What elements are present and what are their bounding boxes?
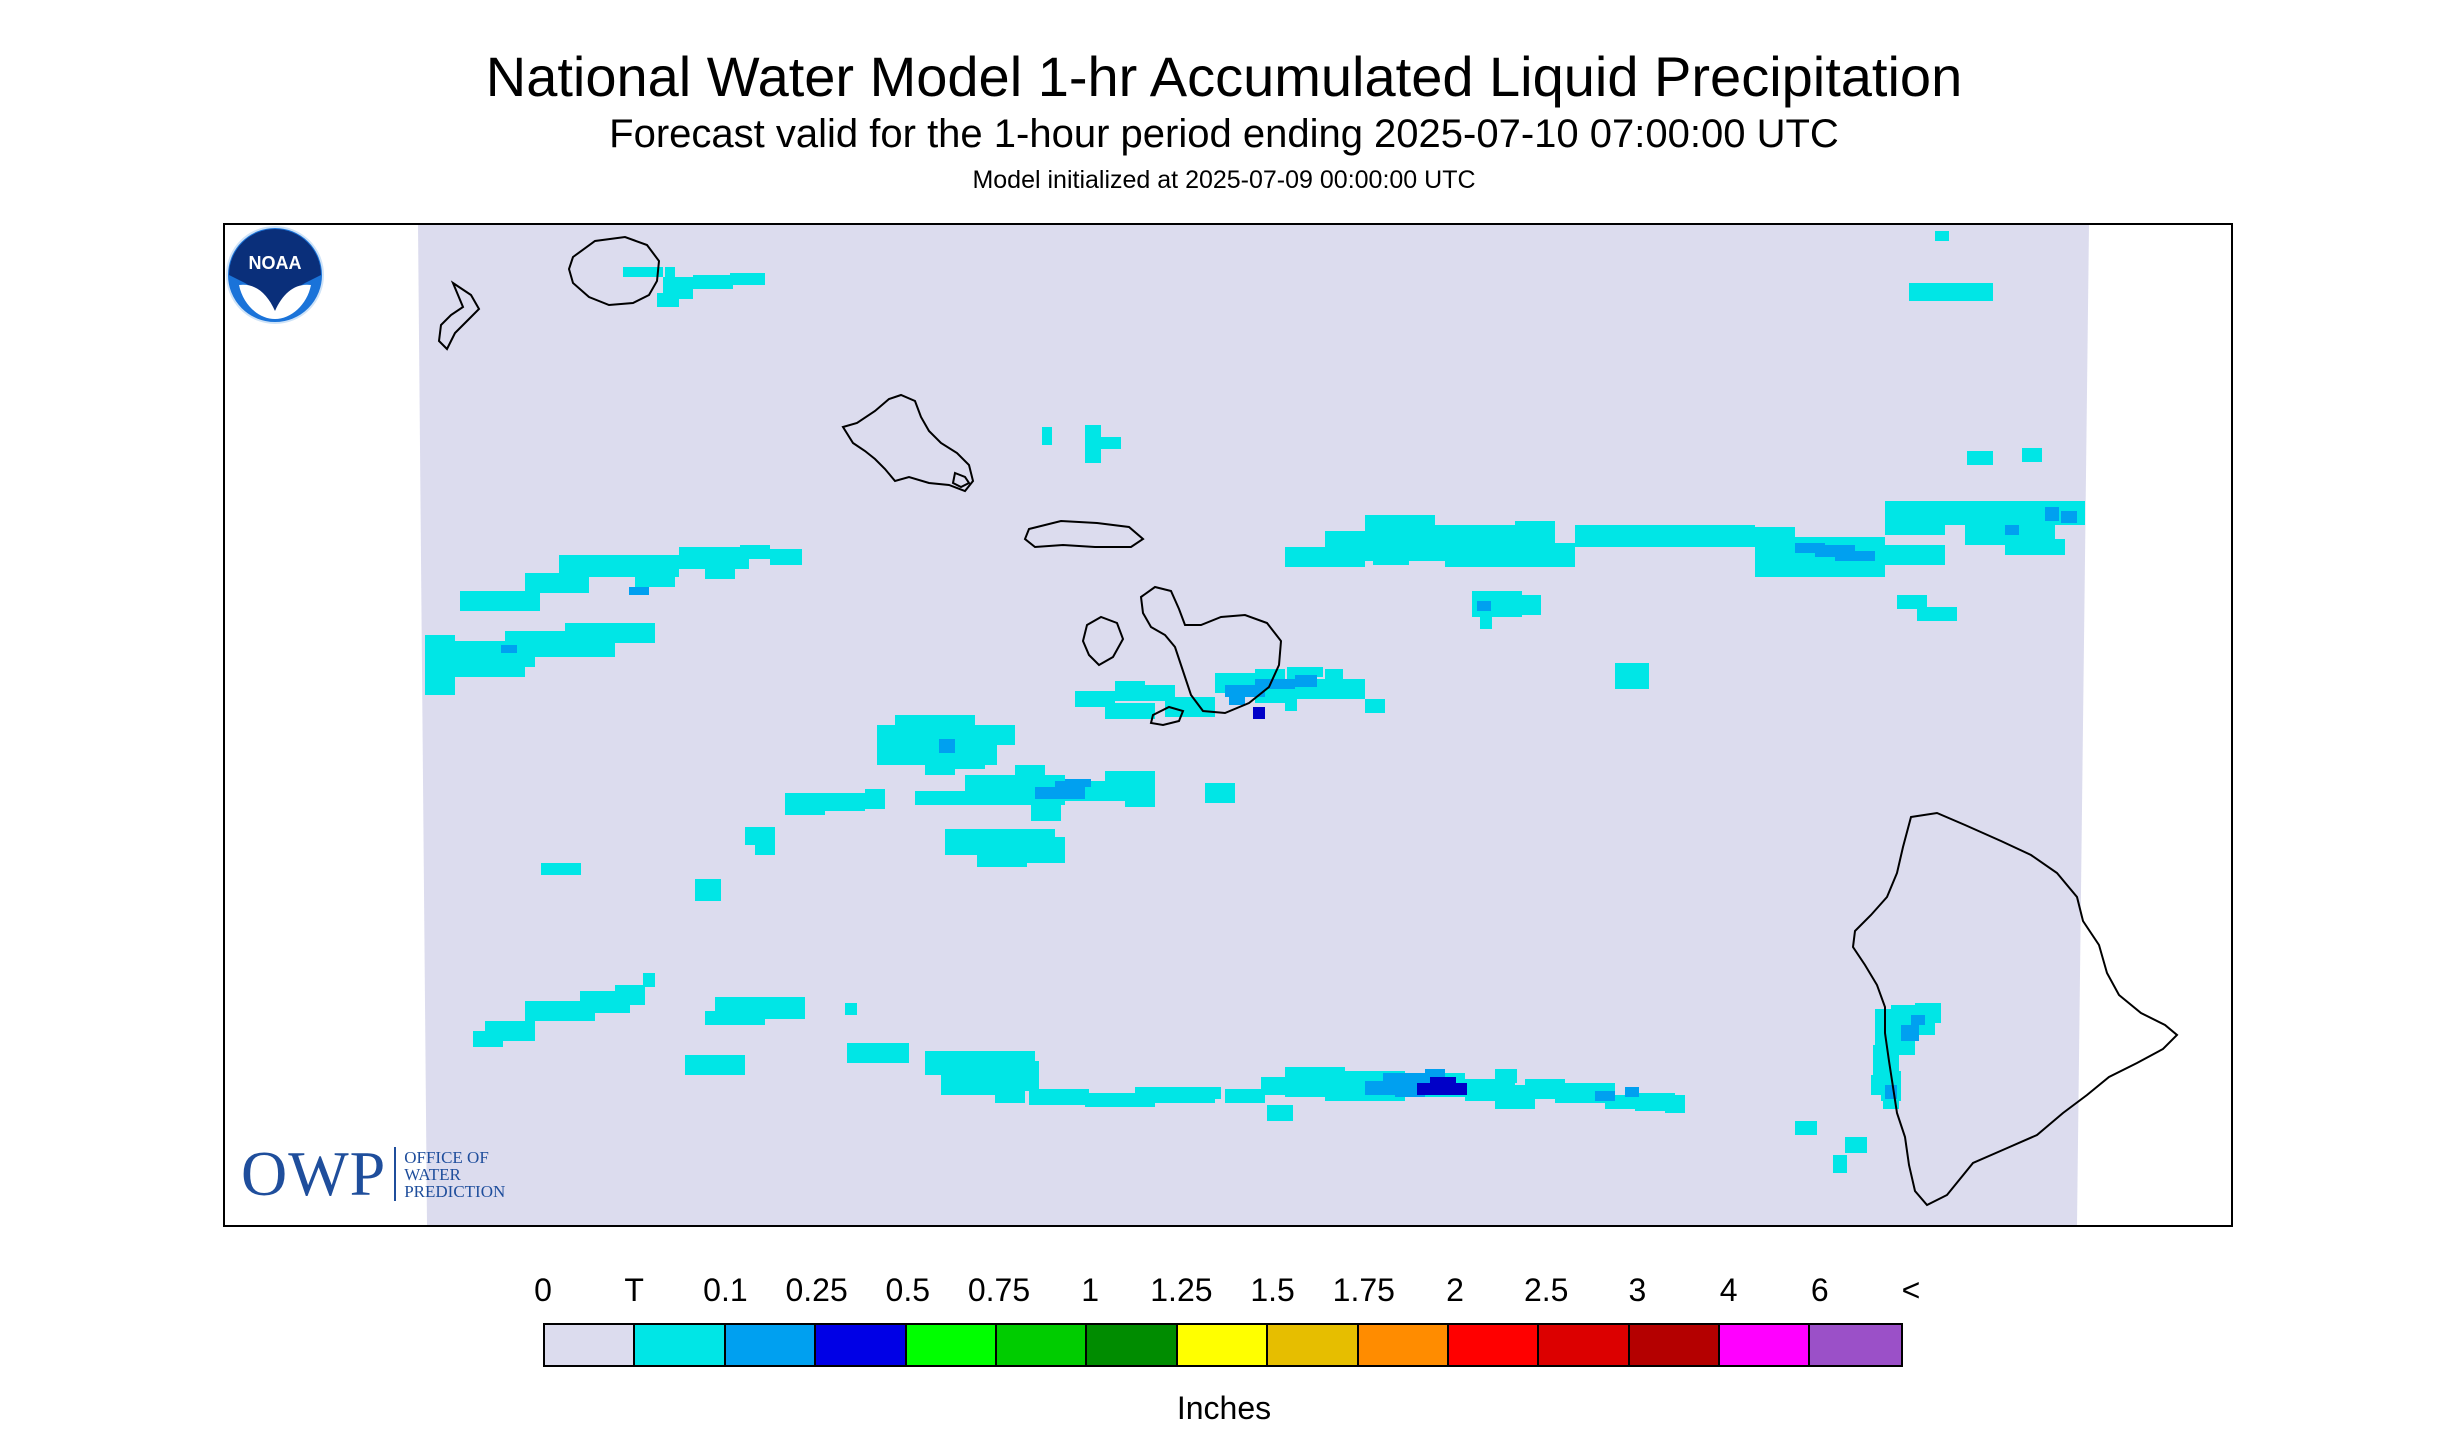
owp-logo-letters: OWP [241, 1138, 387, 1209]
legend-swatch [1358, 1325, 1449, 1365]
legend-label: 1.5 [1250, 1272, 1295, 1308]
legend-swatch [1810, 1325, 1901, 1365]
legend-swatch [725, 1325, 817, 1365]
coastlines [437, 235, 2179, 1207]
owp-logo-line1: OFFICE OF [404, 1147, 489, 1167]
init-time: Model initialized at 2025-07-09 00:00:00… [972, 166, 1476, 194]
kahoolawe-coast [1149, 705, 1185, 727]
legend-swatch [545, 1325, 636, 1365]
precip-heavy-cells [1253, 707, 1467, 1095]
oahu-harbor [951, 471, 971, 489]
lanai-coast [1081, 615, 1125, 667]
legend-label: 1.75 [1332, 1272, 1395, 1308]
legend-colorbar [543, 1323, 1903, 1367]
owp-logo-line3: PREDICTION [404, 1181, 506, 1201]
precip-map [418, 225, 2179, 1225]
legend-label: 2.5 [1523, 1272, 1569, 1308]
legend-swatch [906, 1325, 997, 1365]
legend-label: 0.75 [967, 1272, 1031, 1308]
kauai-coast [567, 235, 661, 307]
legend-swatch [1448, 1325, 1540, 1365]
legend-units: Inches [1176, 1390, 1272, 1426]
legend-label: 1.25 [1150, 1272, 1213, 1308]
legend-label: 4 [1719, 1272, 1738, 1308]
legend-swatch [1177, 1325, 1269, 1365]
legend-swatch [996, 1325, 1088, 1365]
legend-label: 1 [1081, 1272, 1100, 1308]
maui-coast [1139, 585, 1283, 715]
map-panel: OWP OFFICE OF WATER PREDICTION NOAA [223, 223, 2233, 1227]
map-title: National Water Model 1-hr Accumulated Li… [485, 45, 1963, 108]
legend-swatch [1720, 1325, 1811, 1365]
map-subtitle: Forecast valid for the 1-hour period end… [609, 112, 1839, 156]
legend-label: 0 [534, 1272, 552, 1308]
legend-swatch [1087, 1325, 1178, 1365]
noaa-logo-text: NOAA [249, 253, 302, 273]
legend-label: T [624, 1272, 644, 1308]
legend-swatch [1629, 1325, 1721, 1365]
legend-label: 0.1 [703, 1272, 748, 1308]
legend-swatch [635, 1325, 726, 1365]
owp-logo-divider [394, 1147, 397, 1201]
legend-swatch [1268, 1325, 1359, 1365]
legend-label: < [1901, 1272, 1921, 1308]
legend-label: 0.25 [785, 1272, 848, 1308]
owp-logo-line2: WATER [404, 1164, 461, 1184]
legend-label: 0.5 [885, 1272, 931, 1308]
legend-swatch [1539, 1325, 1630, 1365]
hawaii-coast [1851, 811, 2179, 1207]
legend-label: 6 [1810, 1272, 1829, 1308]
legend-label: 3 [1628, 1272, 1647, 1308]
legend-labels: 0 T 0.1 0.25 0.5 0.75 1 1.25 1.5 1.75 2 2.5 3 4 6 < [0, 1272, 2448, 1312]
molokai-coast [1023, 519, 1145, 549]
noaa-logo: NOAA [226, 226, 324, 324]
owp-logo: OWP OFFICE OF WATER PREDICTION [241, 1137, 505, 1211]
legend-label: 2 [1446, 1272, 1464, 1308]
legend-swatch [816, 1325, 907, 1365]
model-domain [418, 225, 2089, 1225]
niihau-coast [437, 280, 481, 351]
oahu-coast [841, 393, 975, 493]
